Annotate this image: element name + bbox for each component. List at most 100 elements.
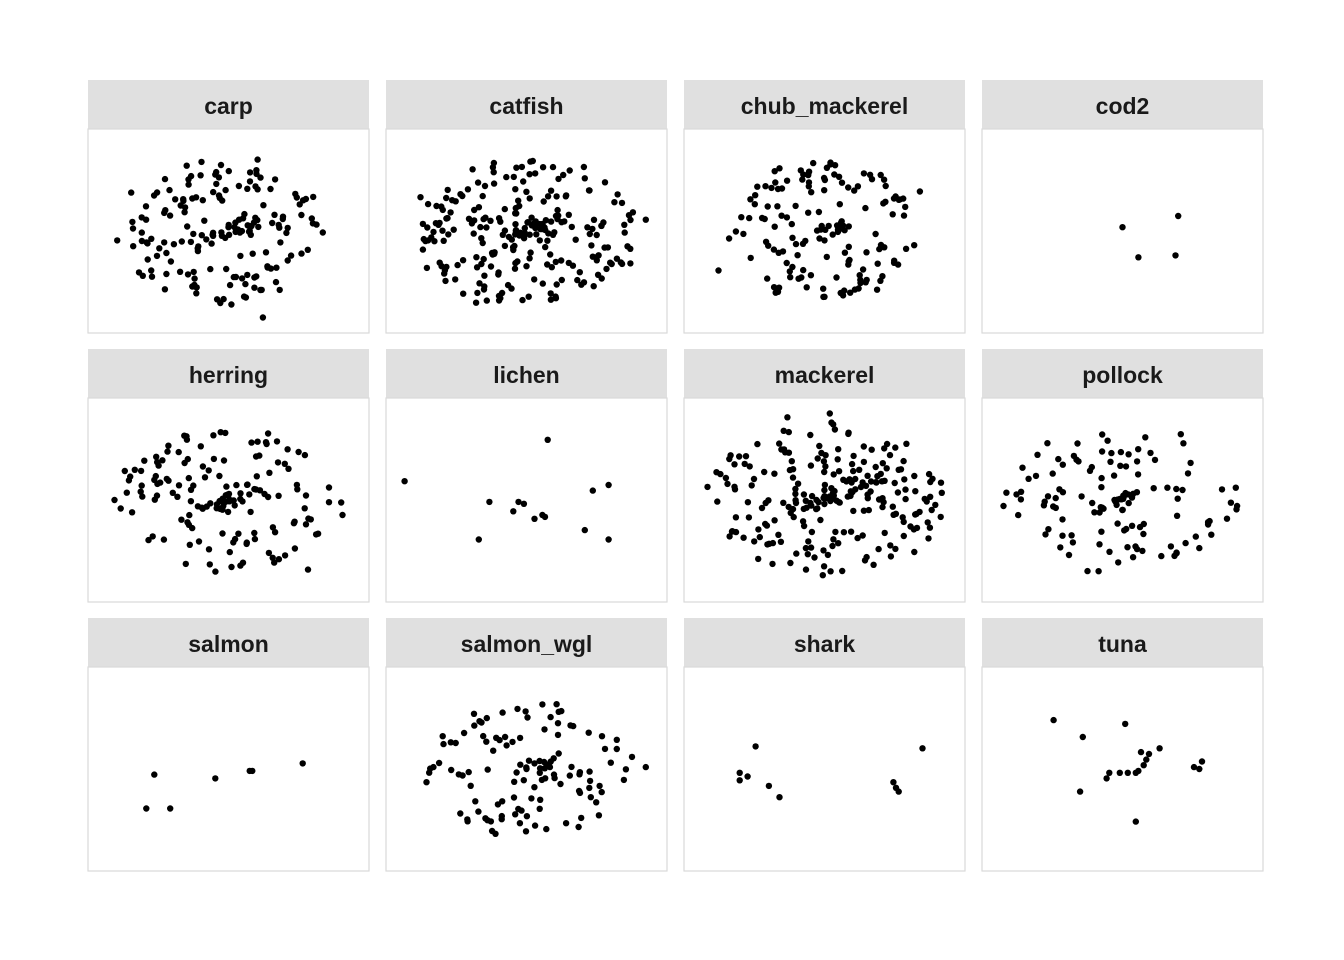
data-point	[865, 506, 872, 514]
data-point	[495, 269, 502, 276]
data-point	[251, 485, 258, 493]
data-point	[401, 478, 408, 485]
data-point	[231, 502, 238, 509]
data-point	[601, 745, 609, 753]
data-point	[510, 794, 518, 801]
data-point	[820, 547, 827, 554]
data-point	[263, 440, 270, 448]
data-point	[310, 193, 317, 201]
data-point	[187, 238, 195, 246]
data-point	[799, 176, 806, 183]
data-point	[586, 784, 593, 792]
data-point	[854, 534, 861, 542]
data-point	[750, 475, 758, 483]
data-point	[768, 184, 775, 192]
data-point	[121, 467, 128, 475]
data-point	[298, 250, 305, 257]
data-point	[558, 257, 565, 264]
data-point	[1091, 509, 1098, 516]
data-point	[849, 488, 856, 495]
data-point	[490, 169, 497, 176]
data-point	[447, 209, 454, 216]
data-point	[1057, 544, 1064, 551]
data-point	[554, 720, 562, 727]
data-point	[789, 474, 797, 481]
data-point	[491, 249, 498, 256]
data-point	[1233, 506, 1240, 513]
data-point	[176, 268, 184, 275]
data-point	[199, 197, 206, 204]
data-point	[249, 250, 256, 257]
data-point	[770, 284, 778, 291]
data-point	[803, 284, 810, 291]
data-point	[528, 222, 535, 229]
data-point	[302, 521, 310, 528]
data-point	[845, 223, 852, 230]
data-point	[501, 733, 509, 741]
facet-strip	[386, 80, 667, 129]
data-point	[512, 204, 519, 212]
data-point	[802, 566, 810, 573]
data-point	[751, 201, 758, 208]
data-point	[740, 230, 747, 238]
data-point	[1079, 733, 1087, 741]
data-point	[450, 226, 457, 233]
facet-panel-carp: carp	[87, 80, 370, 334]
data-point	[319, 229, 326, 236]
data-point	[246, 178, 254, 185]
data-point	[1125, 451, 1132, 458]
data-point	[253, 473, 260, 480]
data-point	[471, 206, 478, 214]
data-point	[167, 805, 174, 812]
data-point	[493, 734, 500, 741]
data-point	[544, 436, 551, 443]
data-point	[798, 274, 805, 281]
data-point	[835, 499, 843, 506]
data-point	[541, 726, 548, 733]
data-point	[472, 798, 479, 805]
data-point	[857, 483, 865, 491]
data-point	[872, 230, 879, 238]
data-point	[279, 213, 287, 220]
data-point	[190, 230, 197, 238]
data-point	[267, 185, 274, 193]
data-point	[1119, 506, 1126, 514]
data-point	[895, 788, 902, 795]
data-point	[455, 771, 462, 778]
data-point	[1044, 440, 1051, 447]
data-point	[925, 535, 932, 542]
data-point	[1055, 455, 1062, 463]
data-point	[1106, 548, 1113, 555]
data-point	[870, 561, 877, 568]
data-point	[850, 467, 857, 475]
data-point	[1187, 459, 1194, 467]
data-point	[541, 513, 549, 521]
facet-panel-cod2: cod2	[981, 80, 1264, 334]
data-point	[566, 772, 573, 779]
data-point	[844, 493, 851, 500]
data-point	[553, 193, 560, 200]
data-point	[210, 432, 217, 439]
data-point	[574, 276, 581, 284]
data-point	[275, 221, 282, 229]
data-point	[628, 753, 636, 761]
data-point	[775, 531, 782, 538]
data-point	[752, 743, 759, 750]
data-point	[593, 254, 600, 261]
data-point	[190, 482, 197, 489]
data-point	[851, 187, 858, 194]
data-point	[793, 550, 800, 557]
data-point	[715, 267, 722, 274]
data-point	[614, 191, 621, 198]
data-point	[627, 216, 634, 224]
data-point	[815, 208, 823, 216]
data-point	[895, 466, 902, 473]
data-point	[755, 555, 762, 563]
data-point	[1111, 496, 1118, 504]
data-point	[515, 197, 522, 204]
data-point	[566, 167, 573, 174]
data-point	[224, 508, 232, 516]
data-point	[821, 293, 828, 300]
data-point	[794, 252, 801, 259]
data-point	[128, 189, 135, 196]
